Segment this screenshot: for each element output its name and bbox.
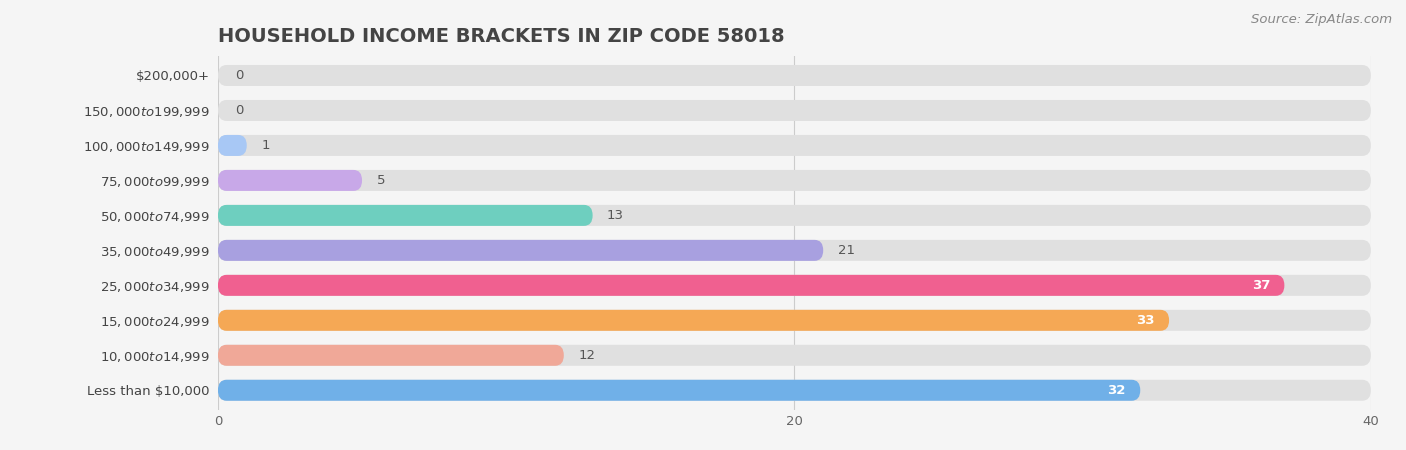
FancyBboxPatch shape xyxy=(218,205,1371,226)
FancyBboxPatch shape xyxy=(218,65,1371,86)
Text: 37: 37 xyxy=(1251,279,1270,292)
FancyBboxPatch shape xyxy=(218,310,1371,331)
FancyBboxPatch shape xyxy=(218,310,1170,331)
Text: 0: 0 xyxy=(235,104,243,117)
FancyBboxPatch shape xyxy=(218,240,824,261)
Text: 0: 0 xyxy=(235,69,243,82)
Text: 33: 33 xyxy=(1136,314,1154,327)
FancyBboxPatch shape xyxy=(218,345,564,366)
FancyBboxPatch shape xyxy=(218,275,1371,296)
FancyBboxPatch shape xyxy=(218,380,1140,401)
Text: 5: 5 xyxy=(377,174,385,187)
Text: 12: 12 xyxy=(578,349,595,362)
FancyBboxPatch shape xyxy=(218,205,592,226)
FancyBboxPatch shape xyxy=(218,275,1285,296)
FancyBboxPatch shape xyxy=(218,240,1371,261)
FancyBboxPatch shape xyxy=(218,170,363,191)
FancyBboxPatch shape xyxy=(218,135,247,156)
FancyBboxPatch shape xyxy=(218,345,1371,366)
FancyBboxPatch shape xyxy=(218,170,1371,191)
Text: HOUSEHOLD INCOME BRACKETS IN ZIP CODE 58018: HOUSEHOLD INCOME BRACKETS IN ZIP CODE 58… xyxy=(218,27,785,46)
Text: 21: 21 xyxy=(838,244,855,257)
FancyBboxPatch shape xyxy=(218,100,1371,121)
Text: Source: ZipAtlas.com: Source: ZipAtlas.com xyxy=(1251,14,1392,27)
Text: 1: 1 xyxy=(262,139,270,152)
FancyBboxPatch shape xyxy=(218,135,1371,156)
Text: 13: 13 xyxy=(607,209,624,222)
Text: 32: 32 xyxy=(1108,384,1126,397)
FancyBboxPatch shape xyxy=(218,380,1371,401)
